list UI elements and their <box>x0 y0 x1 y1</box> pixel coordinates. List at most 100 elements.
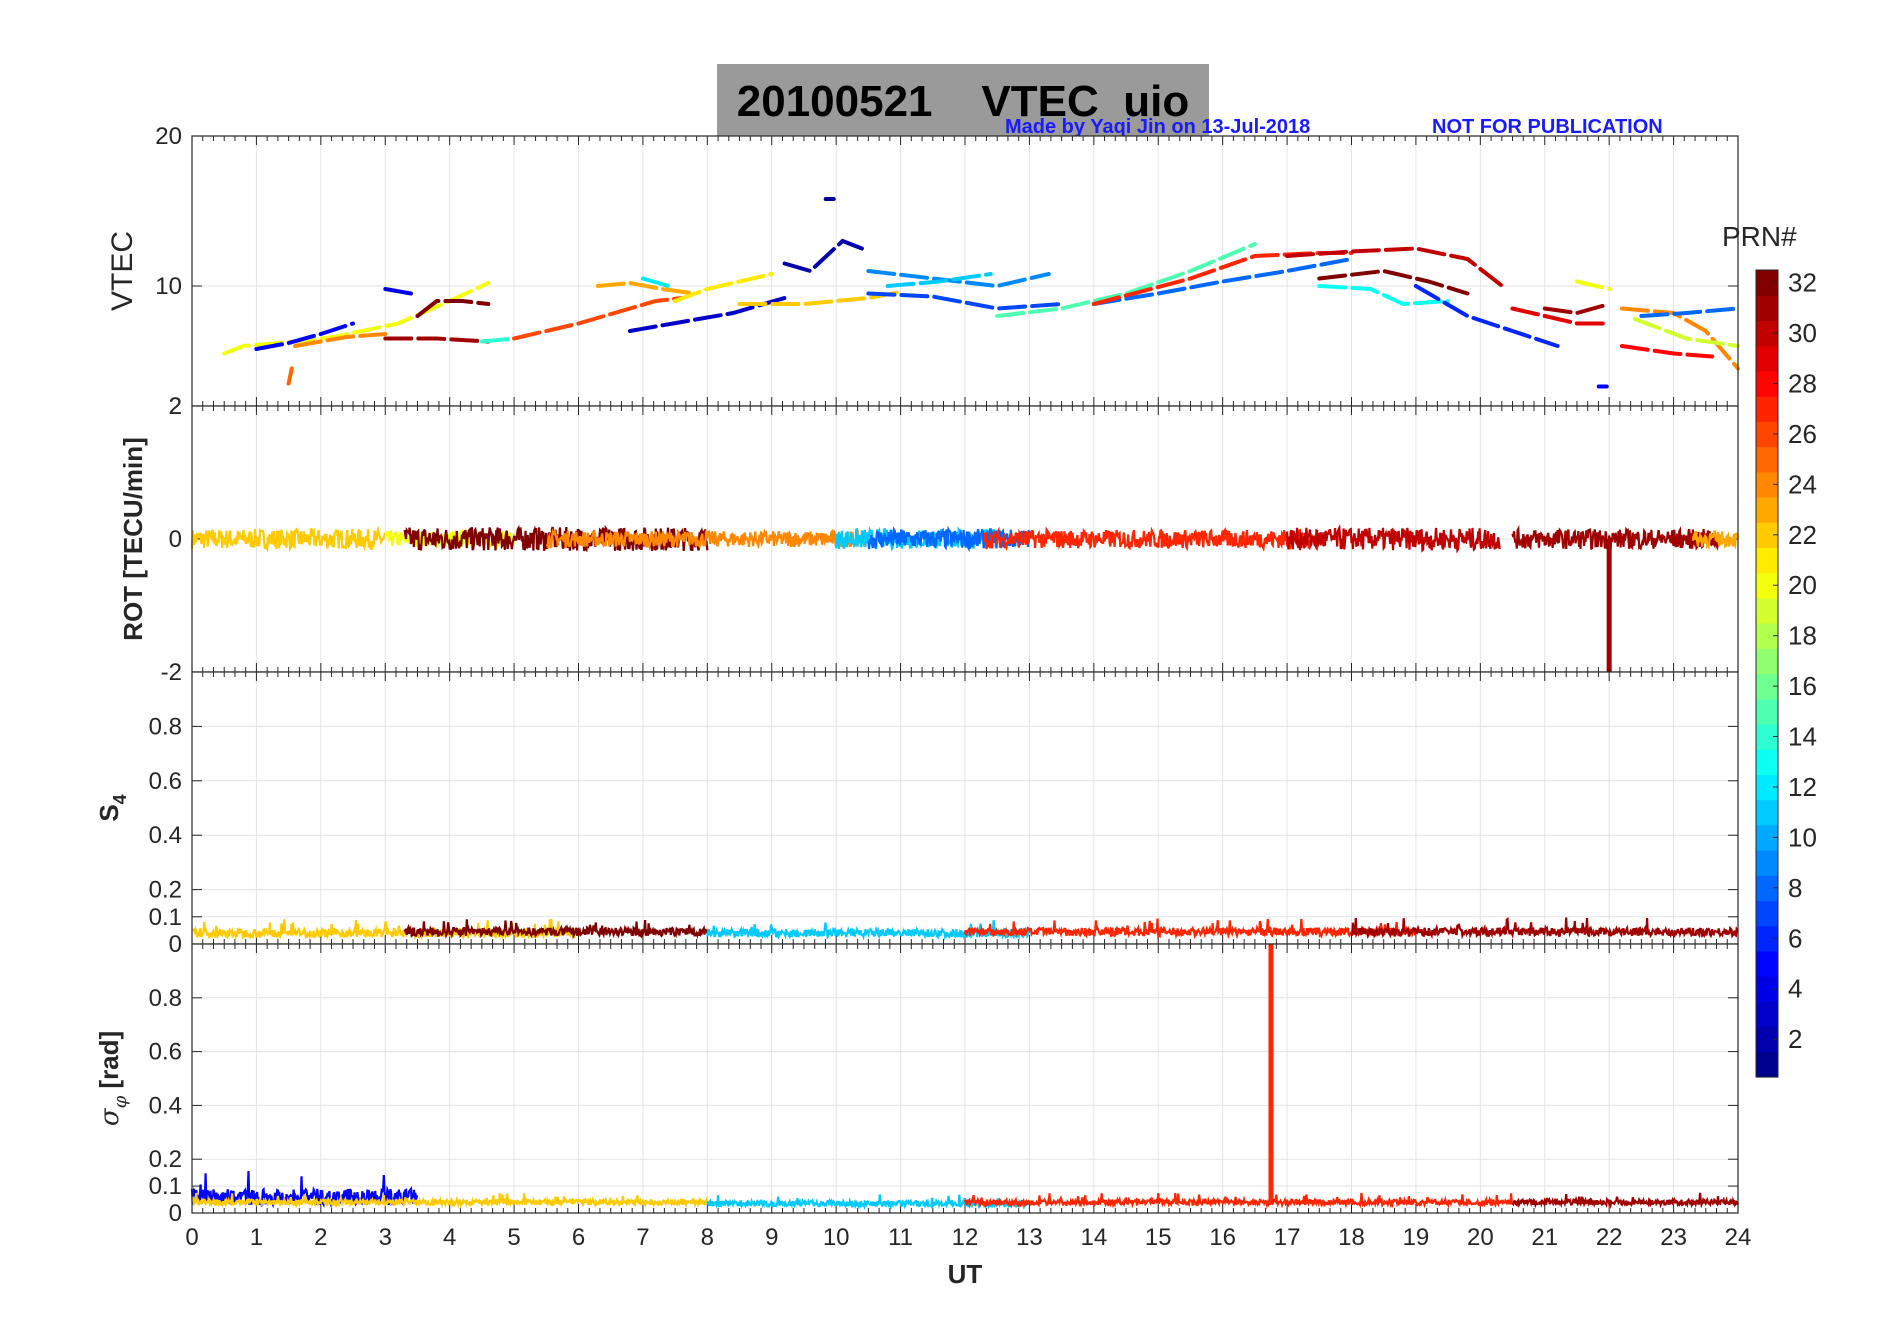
colorbar-segment <box>1756 774 1778 801</box>
y-tick-label: 0.1 <box>149 904 182 931</box>
colorbar-segment <box>1756 547 1778 574</box>
colorbar-tick-label: 30 <box>1788 318 1817 348</box>
vtec-series-14 <box>479 336 517 344</box>
vtec-series-6 <box>1413 284 1560 348</box>
x-tick-label: 0 <box>185 1224 198 1251</box>
vtec-series-8 <box>1091 257 1354 306</box>
x-tick-label: 5 <box>507 1224 520 1251</box>
x-axis-label: UT <box>948 1259 983 1289</box>
y-axis-label: S4 <box>94 794 130 821</box>
y-axis-label: ROT [TECU/min] <box>118 437 148 641</box>
x-tick-label: 14 <box>1080 1224 1107 1251</box>
colorbar-segment <box>1756 320 1778 347</box>
colorbar-segment <box>1756 471 1778 498</box>
vtec-series-24 <box>1620 306 1740 371</box>
x-tick-label: 2 <box>314 1224 327 1251</box>
colorbar-segment <box>1756 875 1778 902</box>
colorbar-segment <box>1756 345 1778 372</box>
y-tick-label: -2 <box>161 659 182 686</box>
x-tick-label: 12 <box>952 1224 979 1251</box>
vtec-series-2 <box>782 238 864 274</box>
s4-series-31 <box>1350 916 1739 940</box>
colorbar-tick-label: 22 <box>1788 520 1817 550</box>
x-tick-label: 11 <box>888 1224 913 1251</box>
x-tick-label: 15 <box>1145 1224 1172 1251</box>
rot-panel: 2 0 -2 ROT [TECU/min] <box>118 393 1740 686</box>
vtec-series-28 <box>1620 344 1715 359</box>
colorbar-segment <box>1756 698 1778 725</box>
colorbar-tick-label: 12 <box>1788 772 1817 802</box>
vtec-series-25 <box>286 366 294 386</box>
colorbar-tick-label: 24 <box>1788 469 1817 499</box>
colorbar-segment <box>1756 723 1778 750</box>
colorbar-segment <box>1756 370 1778 397</box>
vtec-series-group <box>222 197 1740 389</box>
y-tick-label: 2 <box>169 393 182 420</box>
title-background <box>717 64 1209 136</box>
sigma_phi-series-group <box>190 944 1740 1211</box>
sigma_phi-series-31 <box>1511 1192 1740 1210</box>
colorbar-segment <box>1756 1026 1778 1053</box>
credit-text: Made by Yaqi Jin on 13-Jul-2018 <box>1005 116 1311 138</box>
vtec-series-20 <box>1575 279 1612 291</box>
x-tick-label: 18 <box>1338 1224 1365 1251</box>
sigma_phi-series-27 <box>963 1192 1514 1210</box>
colorbar-segment <box>1756 522 1778 549</box>
colorbar-segment <box>1756 623 1778 649</box>
vtec-series-5 <box>254 321 355 351</box>
colorbar-tick-label: 18 <box>1788 621 1817 651</box>
y-axis-label: VTEC <box>106 231 139 311</box>
x-tick-label: 24 <box>1725 1224 1752 1251</box>
x-tick-label: 8 <box>701 1224 714 1251</box>
x-tick-label: 6 <box>572 1224 585 1251</box>
vtec-series-32 <box>1317 268 1470 296</box>
colorbar-segment <box>1756 446 1778 473</box>
colorbar-tick-label: 6 <box>1788 923 1802 953</box>
vtec-series-31 <box>383 336 491 344</box>
vtec-series-23 <box>595 280 697 296</box>
x-tick-label: 20 <box>1467 1224 1494 1251</box>
vtec-series-24 <box>293 332 388 348</box>
y-tick-label: 0 <box>169 1200 182 1227</box>
x-tick-label: 1 <box>250 1224 263 1251</box>
colorbar-segment <box>1756 673 1778 700</box>
y-tick-label: 0.8 <box>149 713 182 740</box>
vtec-series-9 <box>866 269 1051 289</box>
rot-series-group <box>190 523 1740 672</box>
rot-series-8 <box>867 525 1031 553</box>
y-tick-label: 0.4 <box>149 822 182 849</box>
y-tick-label: 0.6 <box>149 768 182 795</box>
x-tick-label: 13 <box>1016 1224 1043 1251</box>
colorbar-tick-label: 28 <box>1788 368 1817 398</box>
colorbar-segment <box>1756 572 1778 599</box>
x-tick-label: 3 <box>379 1224 392 1251</box>
vtec-series-30 <box>1285 246 1509 291</box>
x-tick-label: 9 <box>765 1224 778 1251</box>
colorbar-segment <box>1756 270 1778 296</box>
rot-series-23 <box>1691 530 1740 551</box>
colorbar-segment <box>1756 396 1778 422</box>
vtec-series-19 <box>1632 317 1740 348</box>
rot-series-30 <box>1286 523 1501 554</box>
colorbar-tick-label: 2 <box>1788 1024 1802 1054</box>
s4-series-32 <box>403 919 709 940</box>
colorbar-tick-label: 20 <box>1788 570 1817 600</box>
rot-series-24 <box>545 527 870 552</box>
s4-series-27 <box>963 918 1417 940</box>
colorbar-tick-label: 10 <box>1788 822 1817 852</box>
rot-series-22 <box>190 525 387 553</box>
vtec-series-29 <box>1510 306 1612 326</box>
vtec-series-31 <box>1542 302 1612 316</box>
vtec-series-7 <box>866 291 1064 311</box>
x-tick-label: 23 <box>1660 1224 1687 1251</box>
colorbar-segment <box>1756 496 1778 523</box>
colorbar-segment <box>1756 295 1778 322</box>
colorbar-segment <box>1756 749 1778 775</box>
vtec-series-21 <box>673 272 774 303</box>
y-tick-label: 10 <box>155 273 182 300</box>
sigma_phi-axes-frame <box>191 943 1739 1214</box>
y-tick-label: 0.6 <box>149 1039 182 1066</box>
colorbar-segment <box>1756 900 1778 927</box>
